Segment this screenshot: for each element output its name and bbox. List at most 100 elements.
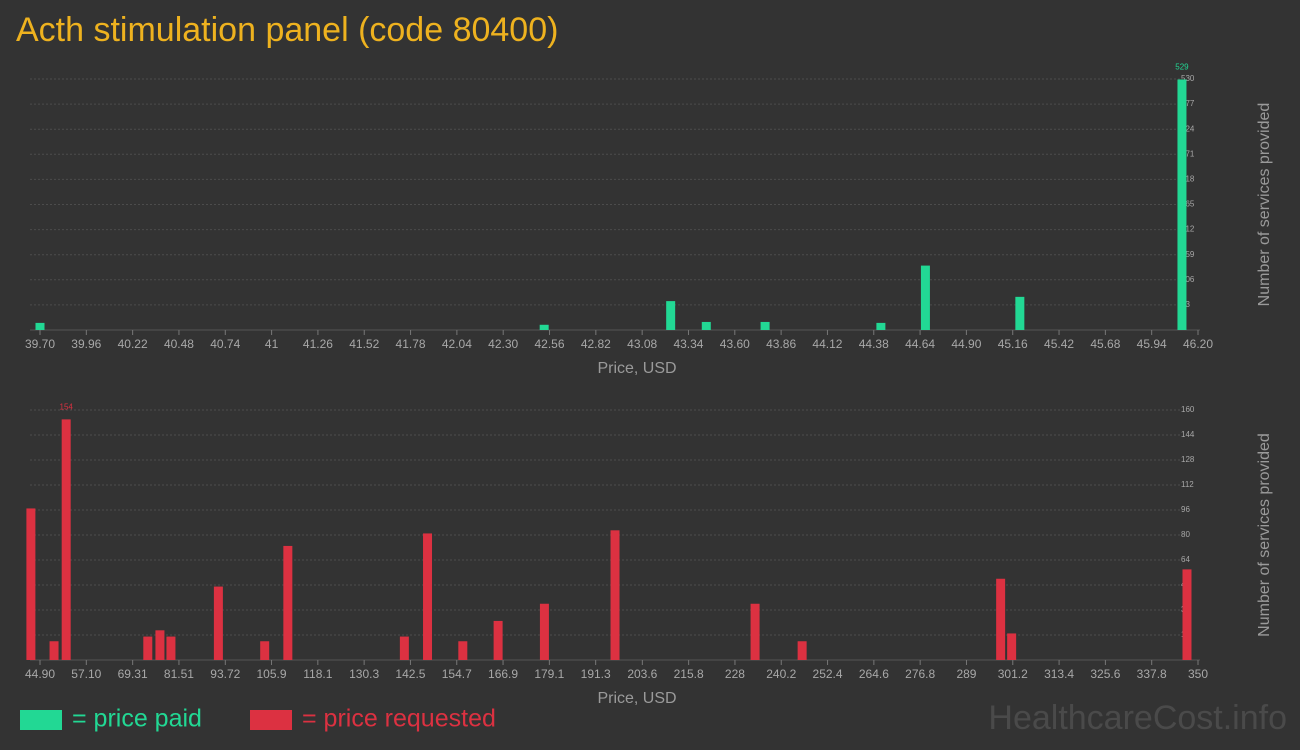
y-tick-label: 96 xyxy=(1181,505,1190,514)
x-tick-label: 252.4 xyxy=(813,667,843,681)
x-tick-label: 228 xyxy=(725,667,745,681)
legend-swatch xyxy=(250,710,292,730)
page-title: Acth stimulation panel (code 80400) xyxy=(16,11,558,49)
x-tick-label: 43.86 xyxy=(766,337,796,351)
x-tick-label: 41.78 xyxy=(396,337,426,351)
bar xyxy=(1182,569,1192,660)
bar xyxy=(539,603,549,660)
y-tick-label: 318 xyxy=(1181,175,1195,184)
y-tick-label: 128 xyxy=(1181,455,1195,464)
x-tick-label: 118.1 xyxy=(303,667,332,681)
bar xyxy=(610,530,620,660)
x-tick-label: 154.7 xyxy=(442,667,472,681)
x-tick-label: 42.04 xyxy=(442,337,472,351)
y-tick-label: 477 xyxy=(1181,99,1195,108)
y-tick-label: 160 xyxy=(1181,405,1195,414)
x-tick-label: 240.2 xyxy=(766,667,796,681)
y-tick-label: 106 xyxy=(1181,275,1195,284)
watermark: HealthcareCost.info xyxy=(988,699,1287,737)
x-tick-label: 39.70 xyxy=(25,337,55,351)
x-tick-label: 43.60 xyxy=(720,337,750,351)
x-tick-label: 166.9 xyxy=(488,667,518,681)
x-tick-label: 44.90 xyxy=(25,667,55,681)
legend-label: = price paid xyxy=(72,705,202,733)
x-tick-label: 142.5 xyxy=(395,667,425,681)
y-tick-label: 64 xyxy=(1181,555,1190,564)
x-tick-label: 215.8 xyxy=(674,667,704,681)
bar xyxy=(260,641,270,660)
x-tick-label: 42.30 xyxy=(488,337,518,351)
y-tick-label: 371 xyxy=(1181,149,1195,158)
value-label: 529 xyxy=(1175,63,1189,72)
bar xyxy=(996,578,1006,660)
y-tick-label: 424 xyxy=(1181,124,1195,133)
value-label: 154 xyxy=(60,402,74,411)
bar xyxy=(283,545,293,660)
x-tick-label: 45.94 xyxy=(1137,337,1167,351)
bar xyxy=(666,301,676,330)
bar xyxy=(797,641,807,660)
x-tick-label: 44.64 xyxy=(905,337,935,351)
x-tick-label: 39.96 xyxy=(71,337,101,351)
x-tick-label: 42.82 xyxy=(581,337,611,351)
y-axis-title: Number of services provided xyxy=(1256,103,1273,307)
x-tick-label: 264.6 xyxy=(859,667,889,681)
x-tick-label: 203.6 xyxy=(627,667,657,681)
y-tick-label: 80 xyxy=(1181,530,1190,539)
bar xyxy=(423,533,433,660)
bar xyxy=(750,603,760,660)
x-tick-label: 301.2 xyxy=(998,667,1028,681)
x-tick-label: 191.3 xyxy=(581,667,611,681)
x-axis-title: Price, USD xyxy=(597,690,676,707)
x-tick-label: 43.08 xyxy=(627,337,657,351)
x-tick-label: 337.8 xyxy=(1137,667,1167,681)
bar xyxy=(143,636,153,660)
bar xyxy=(920,265,930,330)
legend-swatch xyxy=(20,710,62,730)
x-tick-label: 44.12 xyxy=(812,337,842,351)
bar xyxy=(1007,633,1017,660)
x-tick-label: 40.22 xyxy=(118,337,148,351)
y-tick-label: 212 xyxy=(1181,225,1195,234)
bar xyxy=(539,324,549,330)
x-tick-label: 46.20 xyxy=(1183,337,1213,351)
bar xyxy=(399,636,409,660)
x-tick-label: 42.56 xyxy=(535,337,565,351)
bar xyxy=(49,641,59,660)
bar xyxy=(155,630,165,660)
x-tick-label: 130.3 xyxy=(349,667,379,681)
x-tick-label: 40.48 xyxy=(164,337,194,351)
bar xyxy=(493,620,503,660)
x-tick-label: 40.74 xyxy=(210,337,240,351)
y-tick-label: 530 xyxy=(1181,74,1195,83)
x-tick-label: 45.68 xyxy=(1090,337,1120,351)
x-tick-label: 45.42 xyxy=(1044,337,1074,351)
bar xyxy=(1177,79,1187,330)
bar xyxy=(1015,296,1025,330)
x-tick-label: 43.34 xyxy=(673,337,703,351)
x-tick-label: 41.52 xyxy=(349,337,379,351)
y-tick-label: 159 xyxy=(1181,250,1195,259)
x-tick-label: 325.6 xyxy=(1090,667,1120,681)
x-tick-label: 45.16 xyxy=(998,337,1028,351)
bar xyxy=(760,321,770,330)
x-tick-label: 93.72 xyxy=(210,667,240,681)
y-axis-title: Number of services provided xyxy=(1256,433,1273,637)
bar xyxy=(35,322,45,330)
x-tick-label: 57.10 xyxy=(71,667,101,681)
x-tick-label: 81.51 xyxy=(164,667,194,681)
x-tick-label: 44.38 xyxy=(859,337,889,351)
x-tick-label: 41 xyxy=(265,337,279,351)
bar xyxy=(213,586,223,660)
y-tick-label: 265 xyxy=(1181,200,1195,209)
legend-label: = price requested xyxy=(302,705,496,733)
x-tick-label: 105.9 xyxy=(257,667,287,681)
x-tick-label: 313.4 xyxy=(1044,667,1074,681)
x-tick-label: 350 xyxy=(1188,667,1208,681)
x-tick-label: 69.31 xyxy=(118,667,148,681)
bar xyxy=(458,641,468,660)
x-tick-label: 289 xyxy=(956,667,976,681)
bar xyxy=(701,321,711,330)
bar xyxy=(26,508,36,660)
